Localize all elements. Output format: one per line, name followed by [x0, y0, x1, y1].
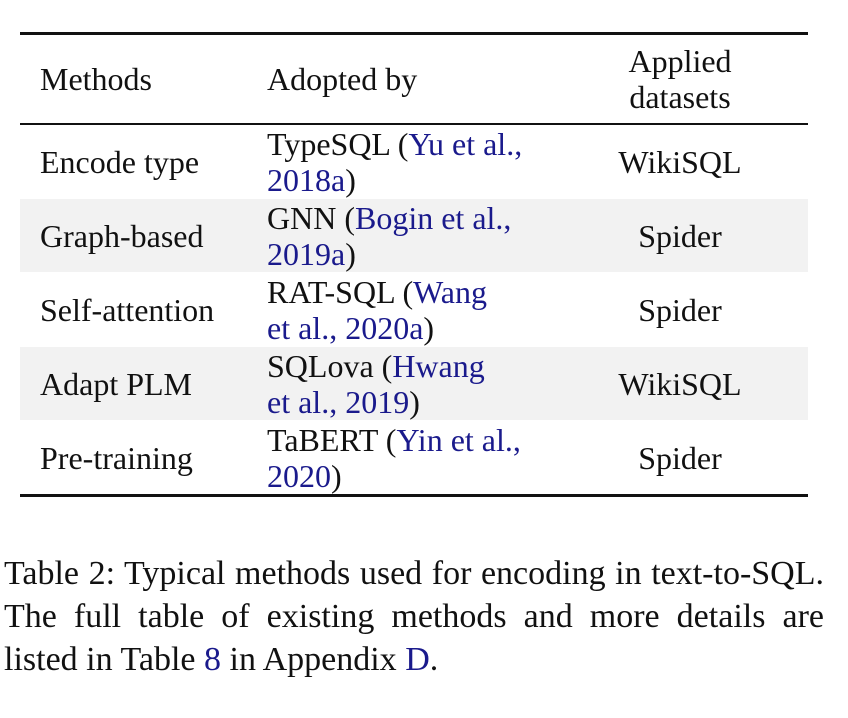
citation-link[interactable]: Bogin et al., — [354, 199, 512, 236]
row-method: Pre-training — [40, 439, 193, 476]
adopted-text: SQLova ( — [267, 347, 393, 384]
methods-table: Methods Adopted by Applied datasets Enco… — [20, 32, 808, 497]
table-header-rule — [20, 123, 808, 125]
adopted-text: GNN ( — [267, 199, 355, 236]
row-dataset: Spider — [638, 439, 722, 476]
citation-link[interactable]: 2020 — [267, 457, 331, 494]
table-top-rule — [20, 32, 808, 35]
table-bottom-rule — [20, 494, 808, 497]
row-method: Self-attention — [40, 291, 215, 328]
row-dataset: Spider — [638, 291, 722, 328]
adopted-text: ) — [423, 309, 435, 346]
header-adopted-by: Adopted by — [267, 61, 418, 97]
row-method: Adapt PLM — [40, 365, 192, 402]
caption-text: Table 2: Typical methods used for encodi… — [4, 555, 824, 678]
row-adopted-by: GNN (Bogin et al., 2019a) — [267, 200, 557, 272]
header-methods: Methods — [40, 61, 152, 97]
row-adopted-by: TaBERT (Yin et al., 2020) — [267, 422, 557, 494]
citation-link[interactable]: Hwang — [392, 347, 485, 384]
row-dataset: WikiSQL — [618, 365, 742, 402]
table-row: Adapt PLM SQLova (Hwang et al., 2019) Wi… — [20, 347, 808, 420]
row-adopted-by: RAT-SQL (Wang et al., 2020a) — [267, 274, 557, 346]
table-ref-link[interactable]: 8 — [204, 641, 222, 678]
row-dataset: Spider — [638, 217, 722, 254]
citation-link[interactable]: et al., 2020a — [267, 309, 424, 346]
row-dataset: WikiSQL — [618, 143, 742, 180]
citation-link[interactable]: Yu et al., — [408, 125, 523, 162]
header-applied-datasets: Applied datasets — [580, 43, 780, 115]
adopted-text: TypeSQL ( — [267, 125, 409, 162]
caption-text: in Appendix — [221, 641, 406, 678]
header-applied-line2: datasets — [629, 79, 731, 115]
table-row: Graph-based GNN (Bogin et al., 2019a) Sp… — [20, 199, 808, 272]
adopted-text: ) — [345, 161, 356, 198]
adopted-text: TaBERT ( — [267, 421, 397, 458]
table-caption: Table 2: Typical methods used for encodi… — [4, 552, 824, 681]
citation-link[interactable]: et al., 2019 — [267, 383, 410, 420]
adopted-text: ) — [409, 383, 420, 420]
adopted-text: ) — [345, 235, 356, 272]
table-row: Encode type TypeSQL (Yu et al., 2018a) W… — [20, 125, 808, 198]
citation-link[interactable]: Yin et al., — [396, 421, 521, 458]
citation-link[interactable]: 2019a — [267, 235, 346, 272]
table-header: Methods Adopted by Applied datasets — [20, 35, 808, 123]
row-method: Encode type — [40, 143, 200, 180]
row-adopted-by: TypeSQL (Yu et al., 2018a) — [267, 126, 557, 198]
row-adopted-by: SQLova (Hwang et al., 2019) — [267, 348, 557, 420]
header-applied-line1: Applied — [628, 43, 732, 79]
appendix-ref-link[interactable]: D — [405, 641, 430, 678]
adopted-text: ) — [331, 457, 342, 494]
row-method: Graph-based — [40, 217, 204, 254]
adopted-text: RAT-SQL ( — [267, 273, 414, 310]
table-row: Self-attention RAT-SQL (Wang et al., 202… — [20, 273, 808, 346]
table-row: Pre-training TaBERT (Yin et al., 2020) S… — [20, 421, 808, 494]
caption-text: . — [429, 641, 439, 678]
citation-link[interactable]: Wang — [413, 273, 487, 310]
citation-link[interactable]: 2018a — [267, 161, 346, 198]
